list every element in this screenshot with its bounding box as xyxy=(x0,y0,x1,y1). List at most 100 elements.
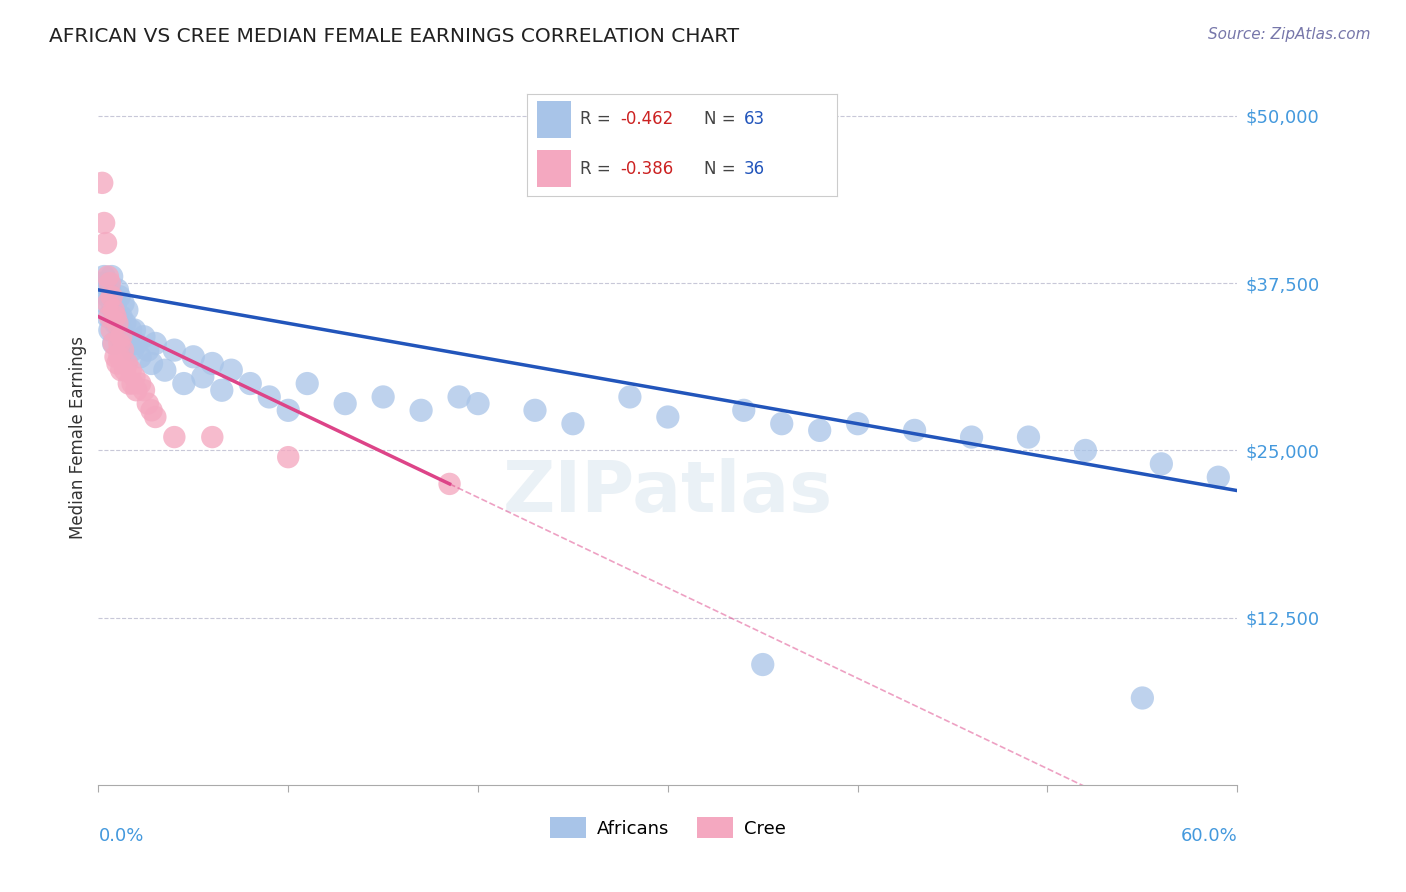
Point xyxy=(439,476,461,491)
Point xyxy=(110,363,132,377)
Point xyxy=(114,316,136,330)
Text: 60.0%: 60.0% xyxy=(1181,827,1237,845)
Point xyxy=(103,336,125,351)
Point xyxy=(808,423,831,437)
Point xyxy=(163,343,186,357)
Legend: Africans, Cree: Africans, Cree xyxy=(543,810,793,846)
Point xyxy=(108,289,131,303)
Point xyxy=(752,657,775,672)
Point xyxy=(115,356,138,370)
Point xyxy=(211,383,233,397)
Point xyxy=(619,390,641,404)
Point xyxy=(259,390,281,404)
Point xyxy=(107,283,129,297)
Point xyxy=(960,430,983,444)
Text: Source: ZipAtlas.com: Source: ZipAtlas.com xyxy=(1208,27,1371,42)
Point xyxy=(93,216,115,230)
Point xyxy=(770,417,793,431)
Point xyxy=(201,356,224,370)
Point xyxy=(112,296,135,310)
Text: N =: N = xyxy=(703,111,741,128)
Point xyxy=(524,403,547,417)
Point xyxy=(124,369,146,384)
Point xyxy=(110,323,132,337)
Point xyxy=(91,276,114,290)
Point xyxy=(104,350,127,364)
Point xyxy=(98,276,121,290)
Point xyxy=(100,296,122,310)
Text: R =: R = xyxy=(579,160,616,178)
Point xyxy=(108,329,131,343)
Point xyxy=(97,289,120,303)
Point xyxy=(93,269,115,284)
Point xyxy=(103,336,125,351)
Point xyxy=(239,376,262,391)
Point xyxy=(100,289,122,303)
Point xyxy=(1132,690,1154,705)
FancyBboxPatch shape xyxy=(537,101,571,137)
Point xyxy=(98,283,121,297)
Point xyxy=(129,350,152,364)
Point xyxy=(1150,457,1173,471)
Text: 63: 63 xyxy=(744,111,765,128)
Text: N =: N = xyxy=(703,160,741,178)
Point xyxy=(335,396,357,410)
Point xyxy=(145,336,167,351)
Text: R =: R = xyxy=(579,111,616,128)
Point xyxy=(141,356,163,370)
Text: AFRICAN VS CREE MEDIAN FEMALE EARNINGS CORRELATION CHART: AFRICAN VS CREE MEDIAN FEMALE EARNINGS C… xyxy=(49,27,740,45)
Point xyxy=(97,269,120,284)
Y-axis label: Median Female Earnings: Median Female Earnings xyxy=(69,335,87,539)
Text: ZIPatlas: ZIPatlas xyxy=(503,458,832,527)
Point xyxy=(132,329,155,343)
Point xyxy=(183,350,205,364)
Point xyxy=(136,343,159,357)
Point xyxy=(125,336,148,351)
Point xyxy=(104,310,127,324)
Point xyxy=(104,296,127,310)
Point xyxy=(201,430,224,444)
Point xyxy=(191,369,214,384)
Point xyxy=(121,343,143,357)
Point xyxy=(121,376,143,391)
Point xyxy=(297,376,319,391)
Point xyxy=(132,383,155,397)
Point xyxy=(103,302,125,317)
Point xyxy=(129,376,152,391)
Point xyxy=(120,363,142,377)
Point xyxy=(277,450,299,464)
Point xyxy=(108,350,131,364)
Point xyxy=(467,396,489,410)
Point xyxy=(173,376,195,391)
Point xyxy=(449,390,471,404)
Point xyxy=(107,316,129,330)
Point xyxy=(1074,443,1097,458)
Point xyxy=(104,316,127,330)
Point xyxy=(411,403,433,417)
Point xyxy=(124,323,146,337)
Point xyxy=(1018,430,1040,444)
Point xyxy=(221,363,243,377)
Point xyxy=(153,363,176,377)
Point xyxy=(904,423,927,437)
Point xyxy=(97,310,120,324)
Point xyxy=(846,417,869,431)
Point xyxy=(371,390,394,404)
Point xyxy=(94,296,117,310)
Point xyxy=(562,417,585,431)
Point xyxy=(141,403,163,417)
Point xyxy=(97,296,120,310)
Point xyxy=(94,235,117,250)
Point xyxy=(98,310,121,324)
Point xyxy=(112,343,135,357)
Point xyxy=(110,310,132,324)
Point xyxy=(100,269,122,284)
Point xyxy=(733,403,755,417)
Point xyxy=(91,176,114,190)
Point xyxy=(118,376,141,391)
Point xyxy=(145,409,167,424)
Point xyxy=(163,430,186,444)
Point xyxy=(120,323,142,337)
Point xyxy=(110,329,132,343)
Text: 36: 36 xyxy=(744,160,765,178)
